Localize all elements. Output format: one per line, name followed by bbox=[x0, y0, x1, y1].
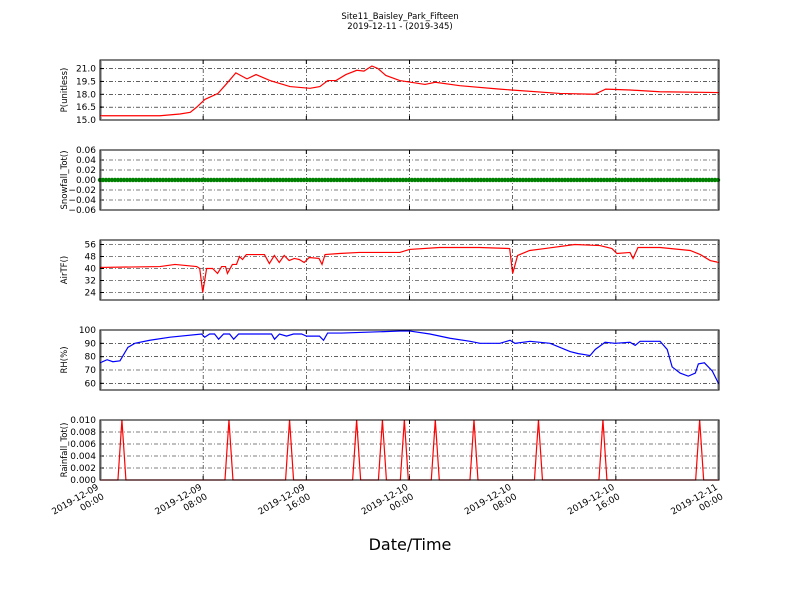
x-axis-label: Date/Time bbox=[369, 535, 452, 554]
y-axis-label: Rainfall_Tot() bbox=[60, 423, 70, 478]
y-tick-label: 21.0 bbox=[76, 65, 96, 75]
y-tick-label: −0.02 bbox=[68, 186, 96, 196]
y-tick-label: 0.010 bbox=[70, 416, 96, 426]
y-tick-label: 40 bbox=[85, 265, 97, 275]
subplot-airtf-: 24 32 40 48 56 AirTF() bbox=[60, 239, 720, 301]
subplot-rh-: 60 70 80 90 100 RH(%) bbox=[60, 326, 720, 391]
y-tick-label: 24 bbox=[85, 289, 97, 299]
y-axis-label: P(unitless) bbox=[60, 68, 70, 113]
series-line bbox=[99, 330, 720, 385]
y-tick-label: 0.008 bbox=[70, 428, 96, 438]
y-tick-label: 0.002 bbox=[70, 464, 96, 474]
axes-frame bbox=[99, 419, 720, 481]
y-tick-label: 90 bbox=[85, 339, 97, 349]
y-tick-label: 0.000 bbox=[70, 476, 96, 486]
y-tick-label: −0.06 bbox=[68, 206, 96, 216]
y-tick-label: 70 bbox=[85, 366, 97, 376]
y-tick-label: 19.5 bbox=[76, 77, 96, 87]
y-axis-label: Snowfall_Tot() bbox=[60, 150, 70, 209]
y-tick-label: 0.06 bbox=[76, 146, 96, 156]
chart-title: Site11_Baisley_Park_Fifteen bbox=[341, 12, 458, 22]
axes-frame bbox=[99, 59, 720, 121]
y-tick-label: 0.006 bbox=[70, 440, 96, 450]
y-tick-label: 16.5 bbox=[76, 103, 96, 113]
y-axis-label: RH(%) bbox=[60, 346, 70, 373]
subplot-rainfall-tot-: 0.000 0.002 0.004 0.006 0.008 0.010Rainfall_T… bbox=[60, 416, 720, 486]
y-tick-label: 0.02 bbox=[76, 166, 96, 176]
subplot-p-unitless-: 15.0 16.5 18.0 19.5 21.0 P(unitless) bbox=[60, 59, 720, 126]
y-tick-label: 18.0 bbox=[76, 90, 96, 100]
series-line bbox=[99, 243, 720, 293]
y-tick-label: 60 bbox=[85, 379, 97, 389]
subplot-snowfall-tot-: −0.06−0.04−0.020.000.020.040.06 Snowfall_… bbox=[60, 146, 721, 216]
y-tick-label: 56 bbox=[85, 241, 97, 251]
y-axis-label: AirTF() bbox=[60, 256, 70, 284]
axes-frame bbox=[99, 329, 720, 391]
y-tick-label: 0.04 bbox=[76, 156, 96, 166]
y-tick-label: 80 bbox=[85, 353, 97, 363]
y-tick-label: 32 bbox=[85, 277, 96, 287]
chart-subtitle: 2019-12-11 - (2019-345) bbox=[347, 22, 452, 32]
y-tick-label: 48 bbox=[85, 253, 97, 263]
y-tick-label: 100 bbox=[79, 326, 96, 336]
axes-frame bbox=[99, 149, 720, 211]
axes-frame bbox=[99, 239, 720, 301]
y-tick-label: −0.04 bbox=[68, 196, 96, 206]
y-tick-label: 0.004 bbox=[70, 452, 96, 462]
series-line bbox=[100, 65, 720, 117]
y-tick-label: 15.0 bbox=[76, 116, 96, 126]
y-tick-label: 0.00 bbox=[76, 176, 96, 186]
